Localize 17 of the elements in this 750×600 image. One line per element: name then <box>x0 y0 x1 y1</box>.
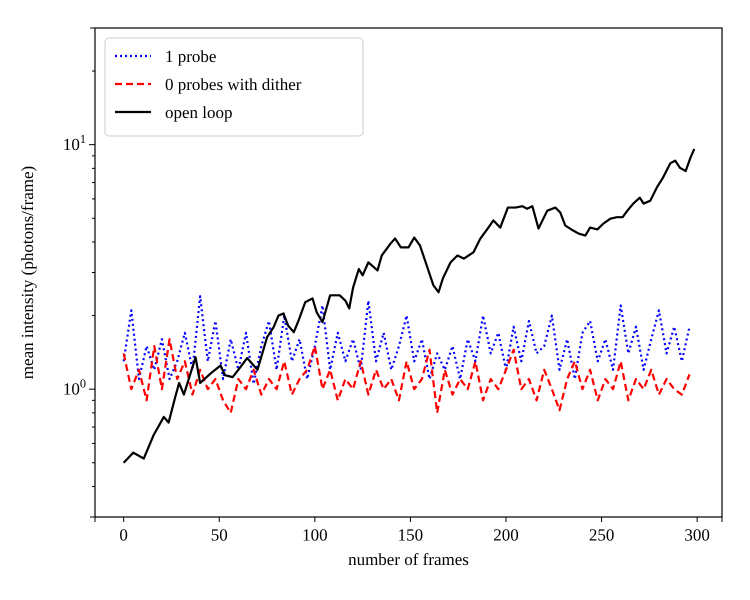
line-series <box>122 295 691 386</box>
legend-label: 0 probes with dither <box>165 74 302 94</box>
x-tick-label: 50 <box>210 525 228 544</box>
x-axis-title: number of frames <box>348 550 469 569</box>
y-tick-label: 10$^{0}$ <box>62 376 86 399</box>
y-axis-title: mean intensity (photons/frame) <box>18 166 37 380</box>
legend-label: open loop <box>165 102 233 122</box>
x-tick-label: 200 <box>493 525 519 544</box>
x-tick-label: 150 <box>398 525 424 544</box>
x-tick-label: 0 <box>119 525 128 544</box>
line-series <box>122 148 696 464</box>
y-tick-label: 10$^{1}$ <box>62 132 86 154</box>
line-series <box>122 338 691 414</box>
x-tick-label: 100 <box>302 525 328 544</box>
x-tick-label: 300 <box>684 525 710 544</box>
x-tick-label: 250 <box>588 525 614 544</box>
legend-label: 1 probe <box>165 46 216 66</box>
